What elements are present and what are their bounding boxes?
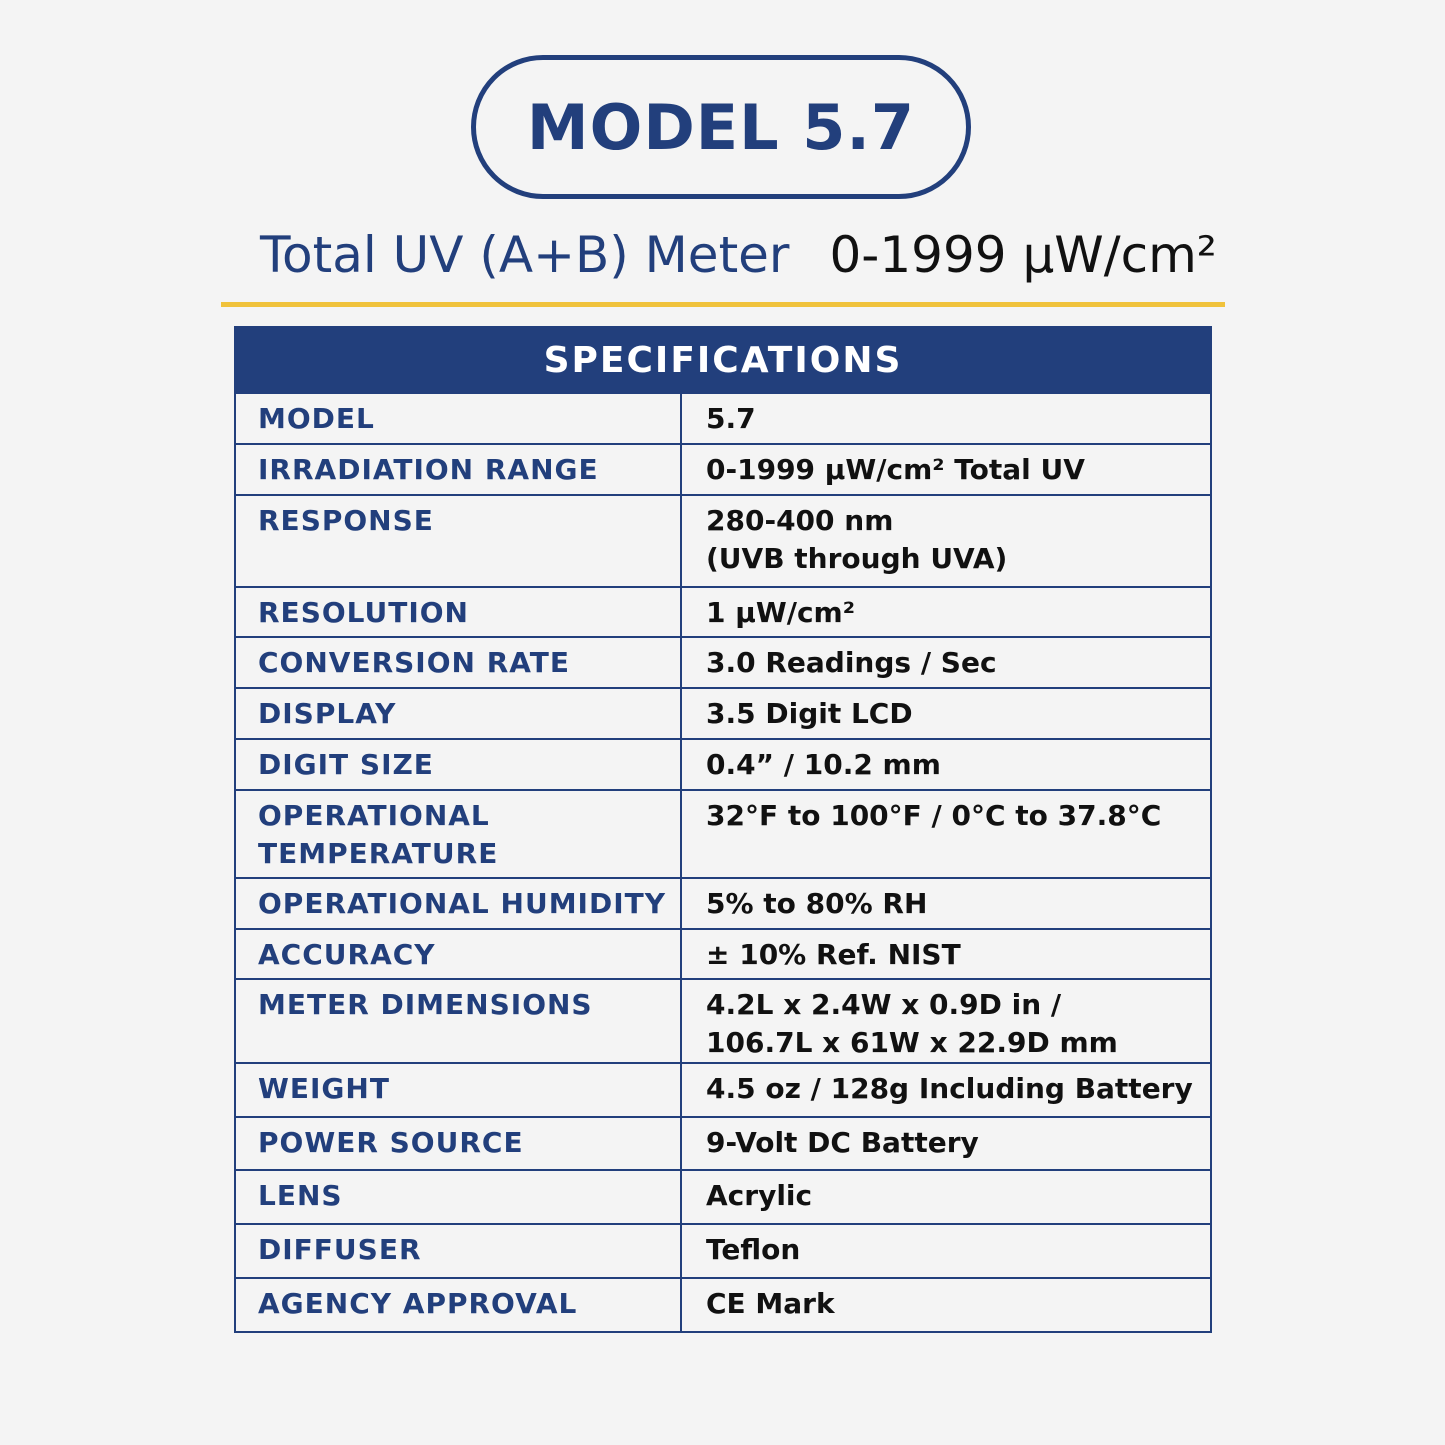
spec-label: DIFFUSER xyxy=(236,1225,682,1277)
spec-value: 5% to 80% RH xyxy=(706,887,928,920)
table-row: METER DIMENSIONS 4.2L x 2.4W x 0.9D in / … xyxy=(236,978,1210,1062)
spec-value: 3.0 Readings / Sec xyxy=(706,646,997,679)
table-row: DISPLAY 3.5 Digit LCD xyxy=(236,687,1210,738)
spec-label: CONVERSION RATE xyxy=(236,638,682,687)
table-row: OPERATIONAL HUMIDITY 5% to 80% RH xyxy=(236,877,1210,928)
spec-label: DISPLAY xyxy=(236,689,682,738)
product-subtitle: Total UV (A+B) Meter 0-1999 µW/cm² xyxy=(260,226,1217,284)
spec-label: DIGIT SIZE xyxy=(236,740,682,789)
table-row: POWER SOURCE 9-Volt DC Battery xyxy=(236,1116,1210,1169)
table-row: DIGIT SIZE 0.4” / 10.2 mm xyxy=(236,738,1210,789)
spec-label: OPERATIONAL TEMPERATURE xyxy=(236,791,682,877)
spec-value: 4.5 oz / 128g Including Battery xyxy=(706,1072,1193,1105)
model-badge: MODEL 5.7 xyxy=(471,55,971,199)
table-title: SPECIFICATIONS xyxy=(236,328,1210,392)
table-row: RESOLUTION 1 µW/cm² xyxy=(236,586,1210,636)
spec-value: ± 10% Ref. NIST xyxy=(706,938,961,971)
spec-value: 9-Volt DC Battery xyxy=(706,1126,979,1159)
table-row: AGENCY APPROVAL CE Mark xyxy=(236,1277,1210,1331)
spec-label: RESPONSE xyxy=(236,496,682,586)
product-name: Total UV (A+B) Meter xyxy=(260,226,790,284)
table-row: RESPONSE 280-400 nm (UVB through UVA) xyxy=(236,494,1210,586)
spec-value: 0-1999 µW/cm² Total UV xyxy=(706,453,1085,486)
spec-value: 4.2L x 2.4W x 0.9D in / 106.7L x 61W x 2… xyxy=(706,988,1118,1059)
spec-label: AGENCY APPROVAL xyxy=(236,1279,682,1331)
table-row: IRRADIATION RANGE 0-1999 µW/cm² Total UV xyxy=(236,443,1210,494)
spec-value: 1 µW/cm² xyxy=(706,596,855,629)
spec-value: 5.7 xyxy=(706,402,756,435)
table-row: MODEL 5.7 xyxy=(236,392,1210,443)
spec-value: 0.4” / 10.2 mm xyxy=(706,748,941,781)
gold-divider xyxy=(221,302,1225,307)
table-row: OPERATIONAL TEMPERATURE 32°F to 100°F / 0… xyxy=(236,789,1210,877)
spec-value: 3.5 Digit LCD xyxy=(706,697,913,730)
spec-label: METER DIMENSIONS xyxy=(236,980,682,1062)
model-badge-text: MODEL 5.7 xyxy=(526,90,916,164)
spec-value: Acrylic xyxy=(706,1179,813,1212)
table-row: DIFFUSER Teflon xyxy=(236,1223,1210,1277)
specifications-table: SPECIFICATIONS MODEL 5.7 IRRADIATION RANGE… xyxy=(234,326,1212,1333)
spec-label: RESOLUTION xyxy=(236,588,682,636)
table-row: WEIGHT 4.5 oz / 128g Including Battery xyxy=(236,1062,1210,1116)
spec-label: MODEL xyxy=(236,394,682,443)
spec-value: Teflon xyxy=(706,1233,801,1266)
spec-value: CE Mark xyxy=(706,1287,835,1320)
spec-label: IRRADIATION RANGE xyxy=(236,445,682,494)
spec-label: WEIGHT xyxy=(236,1064,682,1116)
spec-label: OPERATIONAL HUMIDITY xyxy=(236,879,682,928)
spec-label: ACCURACY xyxy=(236,930,682,978)
spec-value: 32°F to 100°F / 0°C to 37.8°C xyxy=(706,799,1162,832)
spec-value: 280-400 nm (UVB through UVA) xyxy=(706,504,1008,575)
table-row: LENS Acrylic xyxy=(236,1169,1210,1223)
spec-label: POWER SOURCE xyxy=(236,1118,682,1169)
product-range: 0-1999 µW/cm² xyxy=(829,226,1217,284)
table-row: CONVERSION RATE 3.0 Readings / Sec xyxy=(236,636,1210,687)
table-row: ACCURACY ± 10% Ref. NIST xyxy=(236,928,1210,978)
spec-label: LENS xyxy=(236,1171,682,1223)
